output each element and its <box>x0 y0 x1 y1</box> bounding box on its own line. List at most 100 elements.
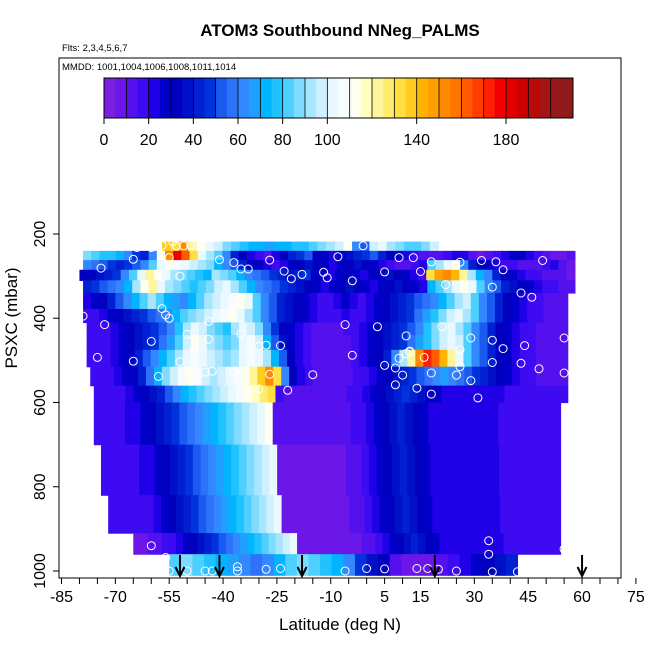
heatmap-cell <box>188 385 198 404</box>
heatmap-cell <box>365 292 375 310</box>
measurement-point <box>286 274 296 284</box>
heatmap-cell <box>231 241 241 252</box>
heatmap-cell <box>360 269 370 281</box>
heatmap-cell <box>467 533 476 555</box>
heatmap-cell <box>179 241 189 252</box>
heatmap-cell <box>351 322 360 336</box>
heatmap-cell <box>101 402 110 446</box>
heatmap-cell <box>230 349 240 368</box>
measurement-point <box>64 301 74 311</box>
heatmap-cell <box>228 269 237 281</box>
heatmap-cell <box>517 250 527 261</box>
heatmap-cell <box>386 260 396 271</box>
heatmap-cell <box>259 385 269 404</box>
heatmap-cell <box>145 495 155 534</box>
measurement-point <box>157 272 167 282</box>
heatmap-cell <box>432 495 441 534</box>
heatmap-cell <box>476 444 485 496</box>
measurement-point <box>455 257 465 267</box>
heatmap-cell <box>535 335 545 351</box>
heatmap-cell <box>322 385 332 404</box>
heatmap-cell <box>431 322 441 336</box>
heatmap-cell <box>238 335 248 351</box>
heatmap-cell <box>525 280 535 294</box>
heatmap-cell <box>271 280 281 294</box>
heatmap-cell <box>542 280 551 294</box>
heatmap-cell <box>79 269 89 281</box>
heatmap-cell <box>536 385 545 404</box>
heatmap-cell <box>334 495 343 534</box>
heatmap-cell <box>91 250 101 261</box>
colorbar: 0 20 40 60 80 100 140 180 <box>100 77 574 149</box>
heatmap-cell <box>91 260 101 271</box>
heatmap-cell <box>492 280 502 294</box>
measurement-point <box>236 264 246 274</box>
heatmap-cell <box>115 495 124 534</box>
heatmap-cell <box>254 444 263 496</box>
heatmap-cell <box>503 349 513 368</box>
heatmap-cell <box>394 280 404 294</box>
heatmap-cell <box>182 335 192 351</box>
heatmap-cell <box>399 322 408 336</box>
heatmap-cell <box>155 292 165 310</box>
heatmap-cell <box>197 280 207 294</box>
heatmap-cell <box>134 322 144 336</box>
heatmap-cell <box>284 444 294 496</box>
colorbar-tick-label: 80 <box>274 132 292 149</box>
heatmap-cell <box>263 335 272 351</box>
heatmap-cell <box>147 308 157 324</box>
measurement-point <box>78 311 88 321</box>
heatmap-cell <box>168 495 177 534</box>
heatmap-cell <box>503 322 513 336</box>
heatmap-cell <box>488 385 498 404</box>
heatmap-cell <box>425 385 435 404</box>
heatmap-cell <box>442 269 452 281</box>
x-tick-label: 60 <box>573 589 591 606</box>
heatmap-cell <box>319 322 328 336</box>
heatmap-cell <box>543 292 553 310</box>
heatmap-cell <box>198 495 207 534</box>
heatmap-cell <box>367 335 376 351</box>
measurement-point <box>75 370 84 380</box>
heatmap-cell <box>551 366 561 387</box>
heatmap-cell <box>165 250 174 261</box>
heatmap-cell <box>296 495 305 534</box>
heatmap-cell <box>206 495 215 534</box>
heatmap-cell <box>222 280 232 294</box>
heatmap-cell <box>246 280 256 294</box>
heatmap-cell <box>228 292 238 310</box>
measurement-point <box>146 541 156 551</box>
heatmap-cell <box>558 280 568 294</box>
heatmap-cell <box>153 495 162 534</box>
heatmap-cell <box>506 402 515 446</box>
heatmap-cell <box>125 385 134 404</box>
heatmap-cell <box>296 402 305 446</box>
heatmap-cell <box>375 533 384 555</box>
heatmap-cell <box>393 385 403 404</box>
measurement-point <box>394 353 404 363</box>
colorbar-segment <box>439 78 451 118</box>
heatmap-cell <box>279 280 289 294</box>
heatmap-cell <box>115 260 125 271</box>
measurement-point <box>358 241 368 251</box>
heatmap-cell <box>406 308 415 324</box>
heatmap-cell <box>318 269 328 281</box>
heatmap-cell <box>361 280 371 294</box>
heatmap-cell <box>297 366 306 387</box>
heatmap-cell <box>163 308 173 324</box>
heatmap-cell <box>198 322 208 336</box>
measurement-point <box>390 380 400 390</box>
heatmap-cell <box>320 250 330 261</box>
heatmap-cell <box>427 250 437 261</box>
heatmap-cell <box>162 444 171 496</box>
heatmap-cell <box>479 322 489 336</box>
heatmap-cell <box>376 366 386 387</box>
heatmap-cell <box>425 533 433 555</box>
heatmap-cell <box>108 444 117 496</box>
y-axis: 200 400 600 800 1000 <box>32 221 59 589</box>
heatmap-cell <box>463 322 473 336</box>
heatmap-cell <box>441 385 450 404</box>
heatmap-cell <box>101 385 111 404</box>
heatmap-cell <box>255 322 264 336</box>
heatmap-cell <box>401 385 411 404</box>
